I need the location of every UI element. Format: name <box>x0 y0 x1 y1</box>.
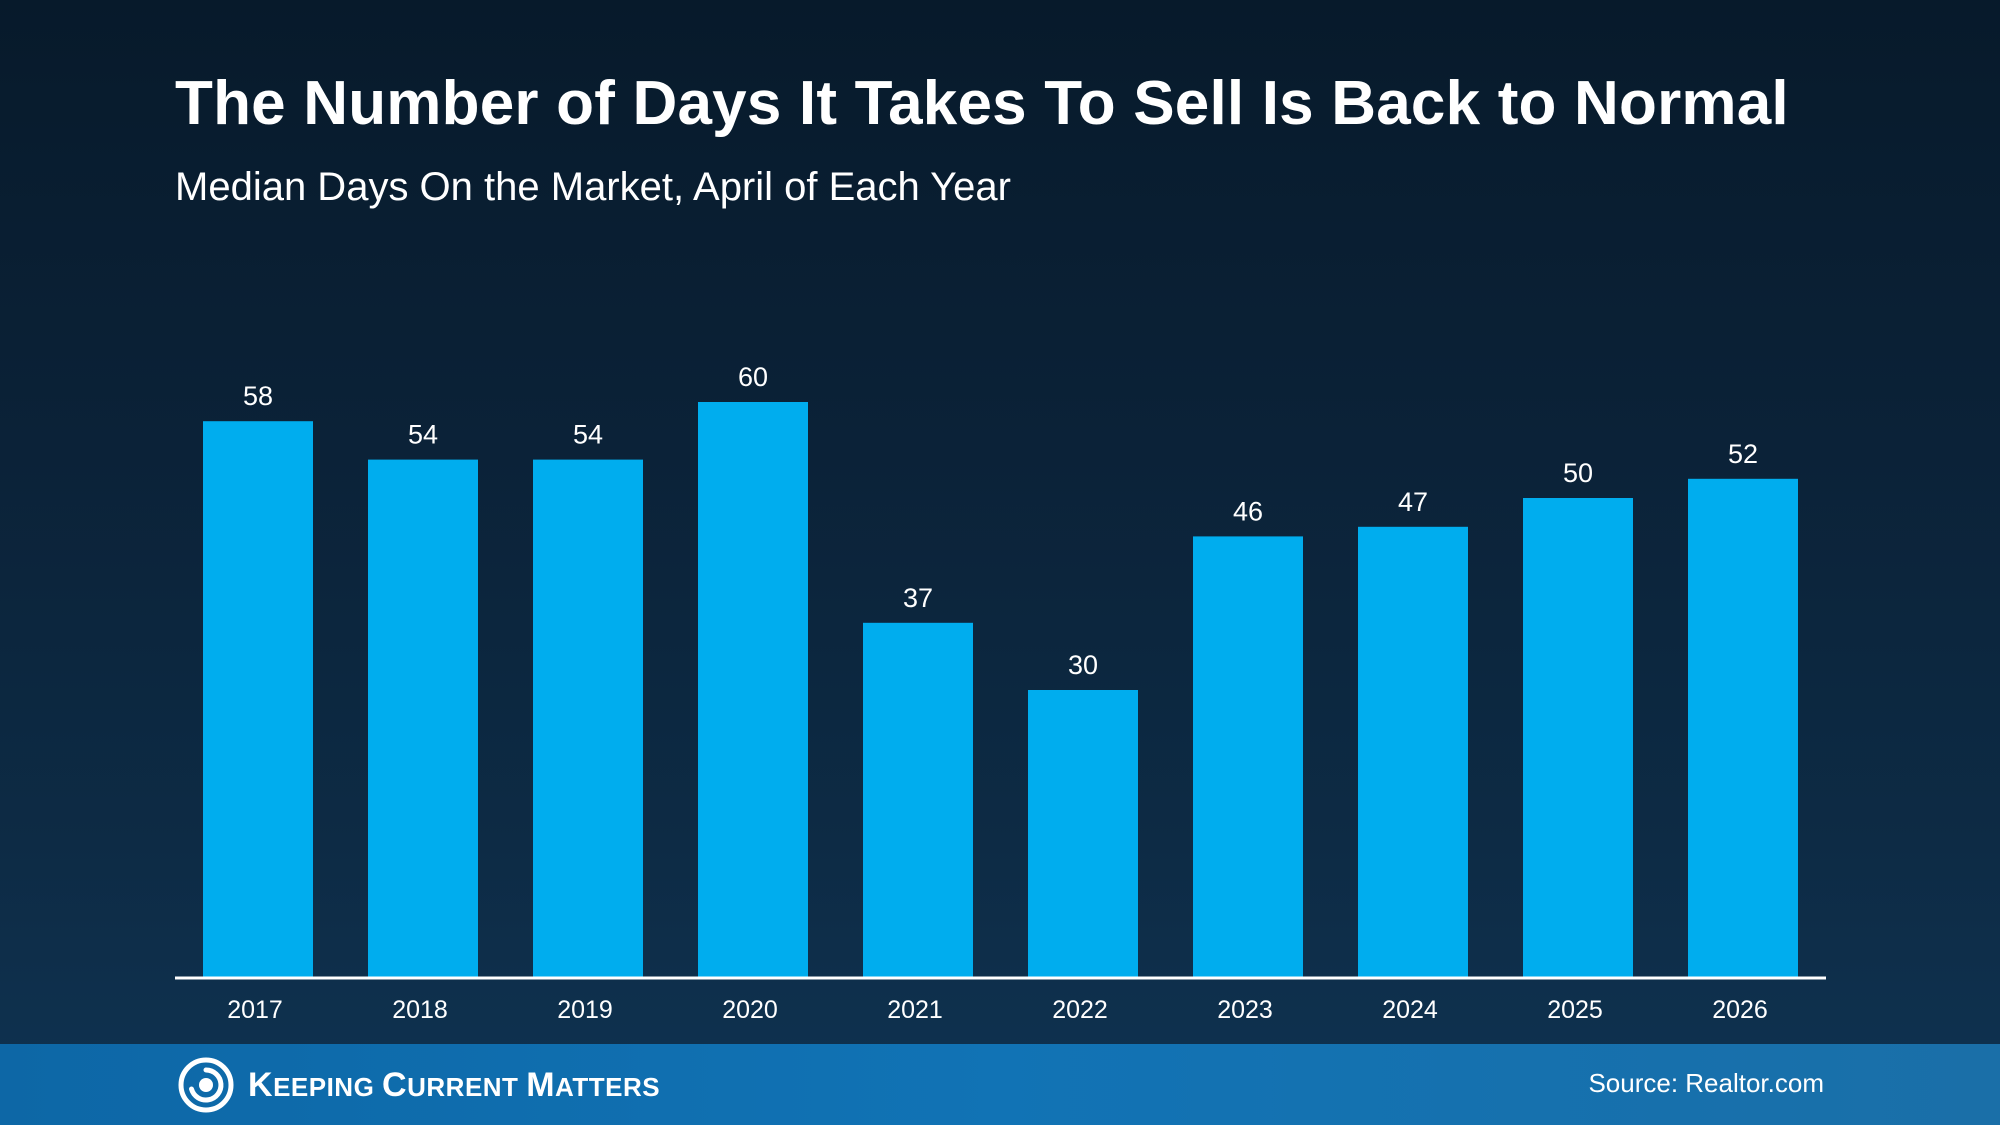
x-tick-label-2024: 2024 <box>1382 996 1438 1024</box>
x-tick-label-2026: 2026 <box>1712 996 1768 1024</box>
chart-title: The Number of Days It Takes To Sell Is B… <box>175 69 1789 138</box>
brand-word-3-rest: atters <box>555 1071 661 1102</box>
value-label-2024: 47 <box>1398 487 1428 517</box>
bars-group <box>203 402 1798 979</box>
value-label-2025: 50 <box>1563 458 1593 488</box>
x-tick-label-2019: 2019 <box>557 996 613 1024</box>
brand-word-2-initial: C <box>382 1065 408 1104</box>
bar-2025 <box>1523 498 1633 978</box>
bar-2019 <box>533 459 643 979</box>
brand-word-1-initial: K <box>248 1065 274 1104</box>
bar-2023 <box>1193 536 1303 978</box>
bar-2021 <box>863 622 973 978</box>
brand-logo: Keeping Current Matters <box>178 1057 660 1113</box>
value-label-2026: 52 <box>1728 439 1758 469</box>
brand-word-3-initial: M <box>526 1065 556 1104</box>
bar-chart: 58 54 54 60 37 30 46 47 50 52 2017 2018 2019 2020 202… <box>203 362 1798 1024</box>
brand-word-1-rest: eeping <box>273 1071 375 1102</box>
value-label-2018: 54 <box>408 420 438 450</box>
x-tick-label-2025: 2025 <box>1547 996 1603 1024</box>
bar-2024 <box>1358 526 1468 978</box>
value-label-2021: 37 <box>903 583 933 613</box>
source-note: Source: Realtor.com <box>1588 1068 1824 1098</box>
bar-2026 <box>1688 478 1798 978</box>
value-label-2019: 54 <box>573 420 603 450</box>
value-labels-group: 58 54 54 60 37 30 46 47 50 52 <box>243 362 1758 680</box>
x-tick-label-2018: 2018 <box>392 996 448 1024</box>
value-label-2020: 60 <box>738 362 768 392</box>
swirl-logo-icon <box>178 1057 234 1113</box>
x-tick-label-2023: 2023 <box>1217 996 1273 1024</box>
bar-2017 <box>203 421 313 978</box>
brand-word-2-rest: urrent <box>407 1071 519 1102</box>
chart-subtitle: Median Days On the Market, April of Each… <box>175 165 1011 209</box>
x-tick-label-2017: 2017 <box>227 996 283 1024</box>
x-tick-labels-group: 2017 2018 2019 2020 2021 2022 2023 2024 2025 2026 <box>227 996 1768 1024</box>
value-label-2023: 46 <box>1233 496 1263 526</box>
x-tick-label-2020: 2020 <box>722 996 778 1024</box>
bar-2022 <box>1028 690 1138 978</box>
footer-bar: Keeping Current Matters Source: Realtor.… <box>0 1044 2000 1125</box>
brand-name: Keeping Current Matters <box>248 1066 660 1105</box>
value-label-2017: 58 <box>243 381 273 411</box>
value-label-2022: 30 <box>1068 650 1098 680</box>
bar-2020 <box>698 402 808 978</box>
x-tick-label-2022: 2022 <box>1052 996 1108 1024</box>
bar-2018 <box>368 459 478 979</box>
x-tick-label-2021: 2021 <box>887 996 943 1024</box>
